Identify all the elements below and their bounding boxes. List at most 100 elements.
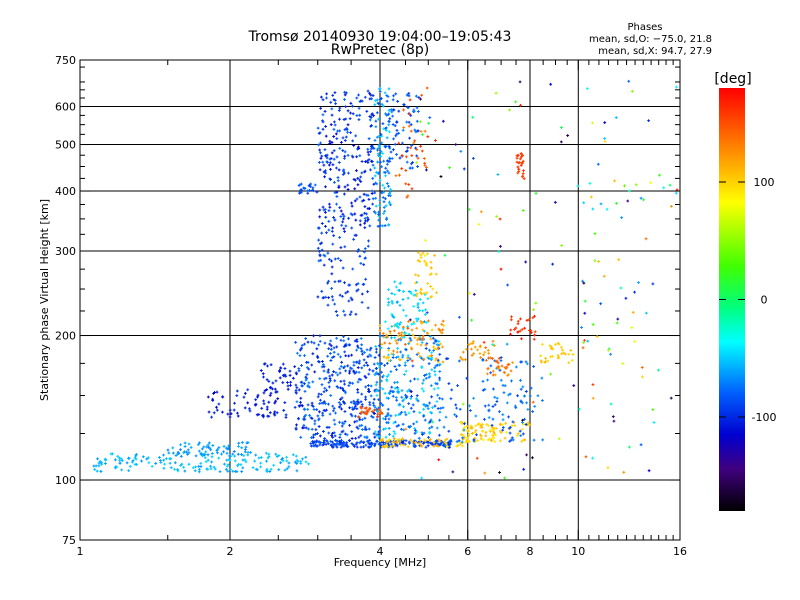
data-point	[403, 410, 407, 414]
data-point	[313, 419, 317, 423]
data-point	[637, 281, 640, 284]
data-point	[514, 100, 518, 104]
data-point	[486, 367, 490, 371]
data-point	[320, 231, 324, 235]
data-point	[237, 462, 240, 466]
data-point	[332, 157, 336, 161]
data-point	[532, 438, 536, 442]
data-point	[255, 468, 259, 472]
data-point	[430, 425, 434, 429]
data-point	[561, 348, 564, 352]
data-point	[436, 386, 440, 390]
data-point	[359, 434, 363, 437]
data-point	[603, 121, 607, 124]
data-point	[375, 433, 378, 437]
data-point	[321, 160, 325, 164]
data-point	[402, 103, 406, 107]
data-point	[472, 396, 475, 400]
data-point	[619, 286, 623, 290]
data-point	[560, 244, 564, 247]
data-point	[380, 165, 384, 169]
data-point	[342, 309, 346, 313]
data-point	[630, 326, 634, 330]
data-point	[330, 259, 333, 263]
data-point	[378, 98, 382, 101]
data-point	[322, 408, 326, 412]
data-point	[532, 337, 536, 341]
data-point	[273, 401, 277, 405]
data-point	[366, 355, 370, 359]
data-point	[479, 425, 482, 429]
data-point	[427, 375, 431, 379]
data-point	[380, 379, 384, 383]
data-point	[399, 350, 403, 354]
data-point	[626, 199, 630, 203]
data-point	[515, 434, 519, 438]
data-point	[261, 414, 264, 418]
data-point	[372, 114, 375, 118]
data-point	[507, 393, 510, 397]
data-point	[274, 399, 278, 403]
data-point	[246, 450, 250, 454]
data-point	[344, 105, 348, 108]
data-point	[389, 440, 393, 443]
data-point	[368, 115, 372, 118]
data-point	[199, 465, 203, 468]
data-point	[347, 299, 351, 303]
data-point	[510, 315, 513, 319]
data-point	[412, 141, 416, 145]
data-point	[305, 366, 309, 369]
data-point	[377, 117, 380, 121]
data-point	[435, 291, 438, 295]
data-point	[362, 263, 366, 266]
data-point	[515, 160, 519, 164]
data-point	[417, 441, 421, 445]
data-point	[422, 403, 426, 406]
data-point	[460, 444, 464, 448]
data-point	[281, 362, 285, 366]
data-point	[387, 144, 391, 148]
data-point	[528, 394, 532, 398]
data-point	[519, 360, 522, 364]
data-point	[198, 441, 201, 445]
data-point	[327, 219, 331, 223]
data-point	[171, 446, 175, 450]
data-point	[437, 458, 441, 462]
data-point	[374, 211, 377, 215]
data-point	[400, 331, 404, 335]
data-point	[521, 172, 525, 176]
data-point	[254, 398, 258, 402]
data-point	[318, 410, 321, 414]
data-point	[305, 360, 308, 364]
data-point	[429, 418, 433, 422]
data-point	[414, 441, 417, 444]
data-point	[470, 426, 474, 430]
data-point	[492, 387, 495, 391]
data-point	[480, 423, 484, 426]
data-point	[329, 443, 333, 447]
data-point	[243, 406, 247, 410]
data-point	[316, 126, 320, 130]
data-point	[104, 462, 107, 465]
data-point	[176, 468, 179, 472]
data-point	[383, 391, 387, 395]
data-point	[367, 137, 371, 141]
data-point	[501, 423, 504, 427]
data-point	[383, 224, 387, 228]
data-point	[523, 326, 527, 330]
data-point	[447, 440, 451, 444]
data-point	[373, 356, 377, 359]
data-point	[327, 209, 331, 212]
data-point	[334, 102, 338, 105]
data-point	[387, 119, 391, 123]
data-point	[540, 399, 544, 402]
data-point	[343, 98, 346, 101]
data-point	[532, 308, 535, 312]
data-point	[521, 154, 525, 157]
data-point	[633, 340, 636, 343]
data-point	[404, 393, 407, 397]
data-point	[481, 358, 485, 361]
data-point	[221, 410, 224, 414]
data-point	[525, 401, 528, 405]
